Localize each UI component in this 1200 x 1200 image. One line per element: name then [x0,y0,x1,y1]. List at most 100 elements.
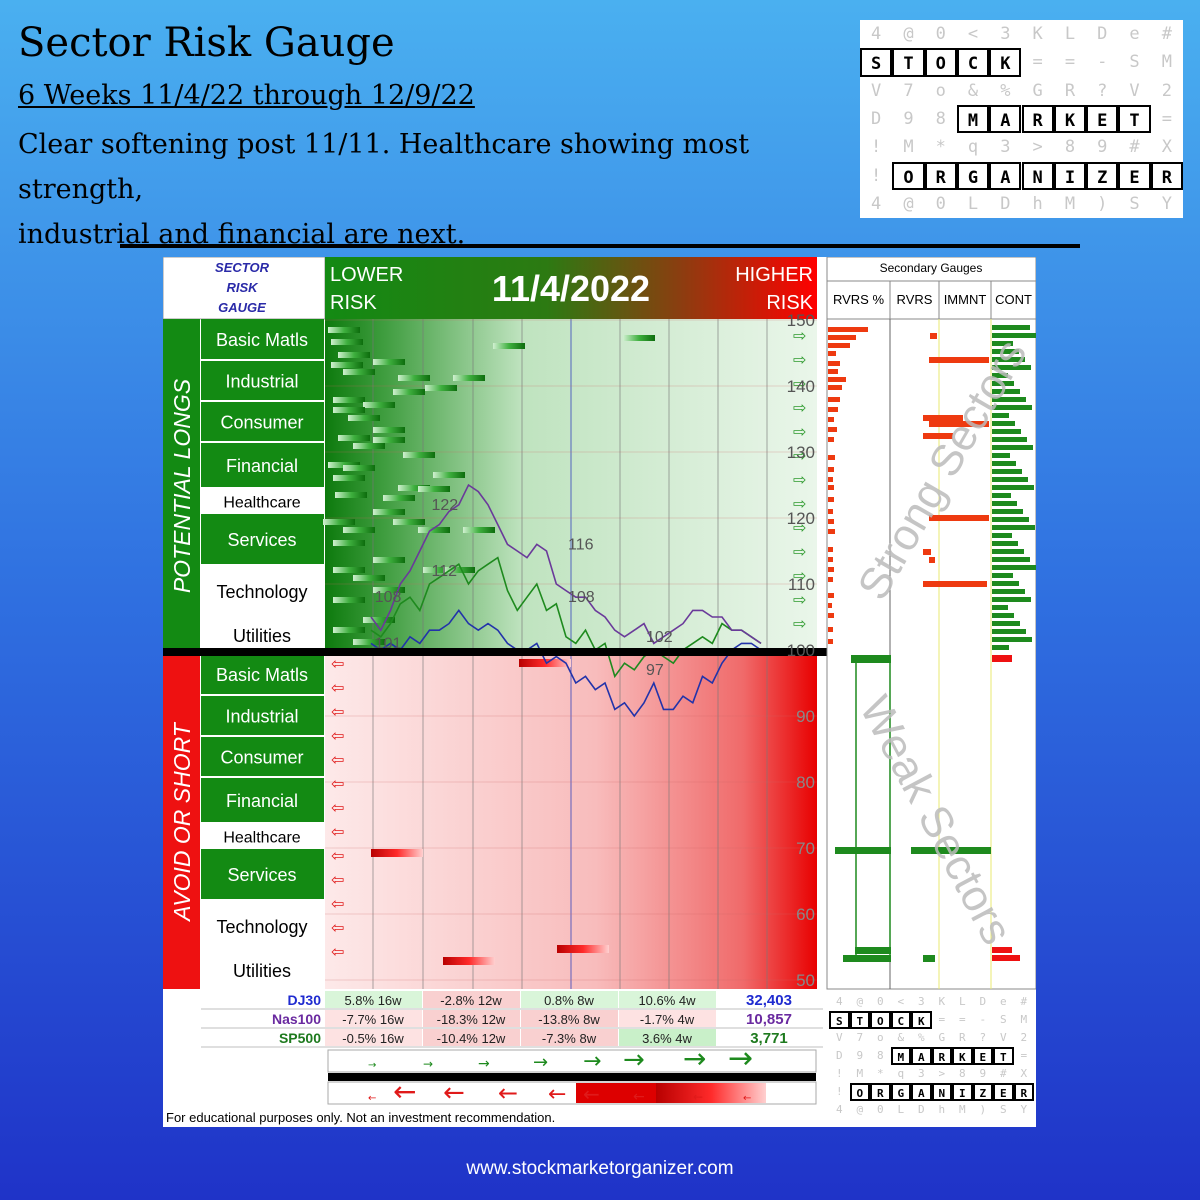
sector-label-box [201,901,324,951]
sector-label-text: Technology [216,917,307,937]
index-name: SP500 [279,1030,321,1046]
secondary-bar [828,547,833,552]
secondary-bar [828,327,868,332]
logo-cell: D [979,995,987,1008]
logo-cell: M [1161,52,1172,73]
short-arrow-icon: ⇦ [331,942,344,961]
y-tick-label: 140 [787,377,815,396]
risk-header-band [325,257,817,319]
down-arrow-icon: ← [443,1078,465,1108]
secondary-col-header [938,280,992,320]
logo-cell: 4 [835,1103,843,1116]
logo-cell: G [956,161,990,190]
short-arrow-icon: ⇦ [331,654,344,673]
logo-cell: L [897,1103,905,1116]
y-tick-label: 130 [787,443,815,462]
y-tick-label: 50 [796,971,815,990]
secondary-bar [828,485,834,490]
logo-cell: E [993,1083,1014,1101]
down-arrow-icon: ← [743,1093,751,1104]
logo-cell: R [1021,104,1054,134]
logo-cell: ? [1097,80,1108,101]
logo-cell: h [938,1103,946,1116]
sector-dash [343,465,375,471]
down-arrow-icon: ← [583,1082,600,1106]
sector-dash [373,427,405,433]
y-tick-label: 150 [787,311,815,330]
logo-cell: @ [903,193,914,214]
secondary-bar [992,397,1026,402]
up-arrow-icon: → [683,1042,706,1075]
y-tick-label: 100 [787,641,815,660]
secondary-bar [992,389,1020,394]
trend-divider [328,1073,816,1081]
secondary-bar [992,349,1019,354]
logo-cell: - [979,1013,987,1026]
logo-cell: R [870,1083,891,1101]
logo-cell: % [1000,80,1011,101]
logo-cell: Z [1086,161,1119,190]
up-arrow-icon: → [728,1041,753,1076]
table-cell-text: 10.6% 4w [638,993,696,1008]
logo-cell: L [1064,24,1076,44]
sector-dash [331,362,363,368]
logo-cell: 0 [876,995,884,1008]
sector-dash [373,587,405,593]
sector-label-text: Basic Matls [216,330,308,350]
logo-cell: 3 [917,1067,925,1080]
logo-cell: * [876,1067,884,1080]
secondary-bar [828,519,834,524]
logo-cell: # [999,1067,1007,1080]
sector-dash [418,486,450,492]
data-label: 97 [646,662,664,679]
secondary-bar [828,351,836,356]
logo-cell: Y [1020,1103,1028,1116]
logo-cell: 9 [903,108,914,129]
logo-cell: M [856,1067,864,1080]
table-cell-text: -13.8% 8w [538,1012,600,1027]
y-tick-label: 80 [796,773,815,792]
secondary-bar [992,541,1018,546]
series-line [370,609,762,718]
sector-label-text: Consumer [220,748,303,768]
sector-dash [333,407,365,413]
sector-dash [373,509,405,515]
secondary-bar [923,581,987,587]
secondary-bar [828,455,835,460]
short-arrow-icon: ⇦ [331,822,344,841]
sector-dash [398,485,430,491]
short-arrow-icon: ⇦ [331,702,344,721]
secondary-bar [828,385,842,390]
sector-label-box [201,696,324,735]
logo-cell: < [967,24,979,44]
logo-cell: T [1118,104,1151,134]
secondary-bar [992,645,1009,650]
data-label: 108 [375,589,402,606]
logo-cell: 9 [979,1067,987,1080]
table-cell-text: -2.8% 12w [440,993,502,1008]
secondary-bar [828,529,835,534]
logo-cell: V [999,1031,1007,1044]
logo-cell: I [1053,161,1087,190]
logo-cell: 8 [876,1049,884,1062]
sector-dash [393,519,425,525]
y-tick-label: 60 [796,905,815,924]
secondary-bar [828,567,834,572]
secondary-col-label: CONT [995,292,1032,307]
sector-label-text: Technology [216,582,307,602]
logo-cell: e [999,995,1007,1008]
up-arrow-icon: → [623,1045,645,1075]
logo-cell: L [958,995,966,1008]
sector-dash [453,375,485,381]
logo-cell: = [938,1013,946,1026]
gauge-date: 11/4/2022 [492,268,650,309]
sector-dash [403,452,435,458]
secondary-col-label: RVRS % [833,292,884,307]
secondary-bar [923,433,953,439]
sector-dash [463,527,495,533]
sector-label-text: Utilities [233,961,291,981]
logo-cell: M [1020,1013,1028,1026]
down-arrow-icon: ← [548,1082,566,1107]
sector-dash [333,540,365,546]
logo-cell: D [1000,193,1011,214]
